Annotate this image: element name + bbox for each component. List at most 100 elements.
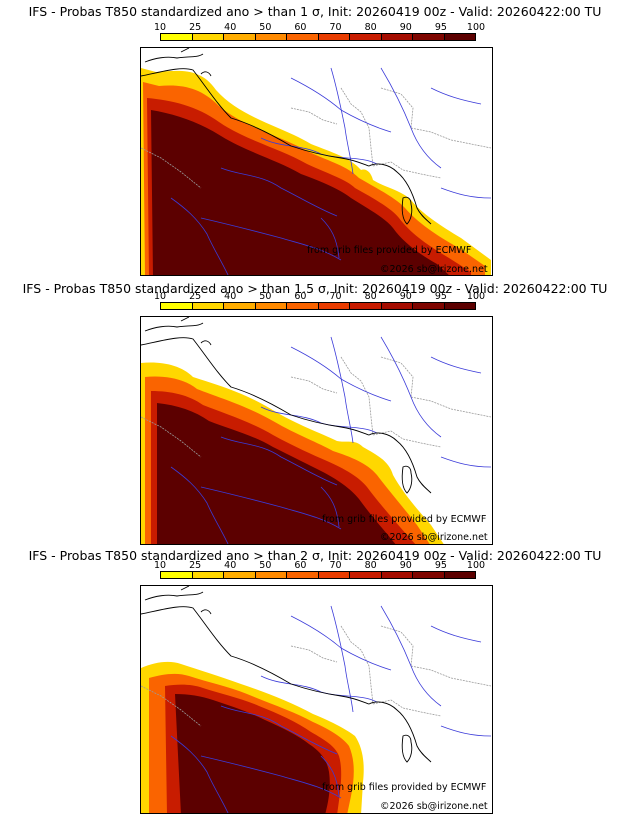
scale-tick-label: 95 <box>434 291 447 302</box>
river <box>220 167 338 217</box>
scale-swatch <box>192 34 224 40</box>
scale-swatch <box>287 34 319 40</box>
color-scale-1: 10 25 40 50 60 70 80 90 95 100 <box>154 22 485 41</box>
scale-tick-label: 95 <box>434 22 447 33</box>
scale-swatch <box>224 572 256 578</box>
river <box>220 436 338 486</box>
coastline-uk <box>144 48 212 77</box>
scale-swatch <box>413 303 445 309</box>
scale-swatch <box>192 303 224 309</box>
scale-swatch <box>413 572 445 578</box>
scale-tick-label: 25 <box>189 560 202 571</box>
scale-tick-label: 25 <box>189 291 202 302</box>
coastline <box>141 606 432 763</box>
scale-swatch <box>287 303 319 309</box>
scale-tick-label: 80 <box>364 22 377 33</box>
scale-swatch <box>255 572 287 578</box>
river <box>170 197 229 275</box>
scale-swatch <box>287 572 319 578</box>
coastline-uk <box>144 586 212 615</box>
scale-tick-label: 90 <box>399 560 412 571</box>
river <box>170 735 229 813</box>
scale-tick-label: 90 <box>399 22 412 33</box>
river <box>440 725 492 737</box>
country-border <box>290 107 338 125</box>
probability-map <box>141 48 492 275</box>
scale-labels: 10 25 40 50 60 70 80 90 95 100 <box>154 560 485 571</box>
scale-swatch <box>350 303 382 309</box>
scale-tick-label: 70 <box>329 22 342 33</box>
river <box>380 67 442 169</box>
scale-bar <box>160 302 476 310</box>
scale-swatch <box>350 34 382 40</box>
probability-contour <box>151 110 449 275</box>
credit-site-2: ©2026 sb@irizone.net <box>380 532 488 543</box>
scale-tick-label: 60 <box>294 560 307 571</box>
probability-contour <box>157 403 396 544</box>
scale-tick-label: 50 <box>259 560 272 571</box>
country-border <box>372 161 442 179</box>
river <box>320 755 340 797</box>
color-scale-2: 10 25 40 50 60 70 80 90 95 100 <box>154 291 485 310</box>
scale-tick-label: 70 <box>329 291 342 302</box>
scale-tick-label: 90 <box>399 291 412 302</box>
scale-swatch <box>255 303 287 309</box>
corsica-coast <box>401 734 413 763</box>
map-panel-3 <box>140 585 493 814</box>
country-border <box>372 699 442 717</box>
river <box>200 486 342 530</box>
river <box>440 187 492 199</box>
river <box>290 77 392 133</box>
country-border <box>410 127 492 149</box>
scale-swatch <box>444 34 475 40</box>
coastline-uk <box>144 317 212 346</box>
scale-labels: 10 25 40 50 60 70 80 90 95 100 <box>154 291 485 302</box>
scale-tick-label: 80 <box>364 291 377 302</box>
scale-tick-label: 40 <box>224 22 237 33</box>
scale-swatch <box>318 303 350 309</box>
river <box>440 456 492 468</box>
scale-tick-label: 100 <box>466 291 486 302</box>
scale-tick-label: 40 <box>224 291 237 302</box>
map-panel-1 <box>140 47 493 276</box>
panel-2-title: IFS - Probas T850 standardized ano > tha… <box>22 281 608 296</box>
probability-contour <box>175 694 330 813</box>
country-border <box>141 685 202 727</box>
probability-map <box>141 317 492 544</box>
river <box>290 346 392 402</box>
scale-swatch <box>444 572 475 578</box>
scale-bar <box>160 571 476 579</box>
panel-3-title: IFS - Probas T850 standardized ano > tha… <box>28 548 602 563</box>
corsica-coast <box>401 196 413 225</box>
scale-swatch <box>444 303 475 309</box>
river <box>430 625 482 643</box>
panel-1-title: IFS - Probas T850 standardized ano > tha… <box>28 4 602 19</box>
scale-swatch <box>318 34 350 40</box>
country-border <box>340 625 374 705</box>
scale-swatch <box>255 34 287 40</box>
country-border <box>290 376 338 394</box>
country-border <box>141 416 202 458</box>
scale-swatch <box>350 572 382 578</box>
scale-tick-label: 100 <box>466 560 486 571</box>
river <box>200 755 342 799</box>
country-border <box>290 645 338 663</box>
scale-tick-label: 80 <box>364 560 377 571</box>
scale-tick-label: 70 <box>329 560 342 571</box>
scale-labels: 10 25 40 50 60 70 80 90 95 100 <box>154 22 485 33</box>
scale-swatch <box>224 34 256 40</box>
scale-tick-label: 40 <box>224 560 237 571</box>
country-border <box>410 396 492 418</box>
river <box>170 466 229 544</box>
map-panel-2 <box>140 316 493 545</box>
country-border <box>380 625 414 667</box>
country-border <box>372 430 442 448</box>
credit-source-2: from grib files provided by ECMWF <box>322 514 487 525</box>
scale-swatch <box>381 572 413 578</box>
scale-swatch <box>224 303 256 309</box>
scale-swatch <box>381 34 413 40</box>
river <box>220 705 338 755</box>
river <box>290 615 392 671</box>
scale-tick-label: 10 <box>153 560 167 571</box>
scale-tick-label: 25 <box>189 22 202 33</box>
